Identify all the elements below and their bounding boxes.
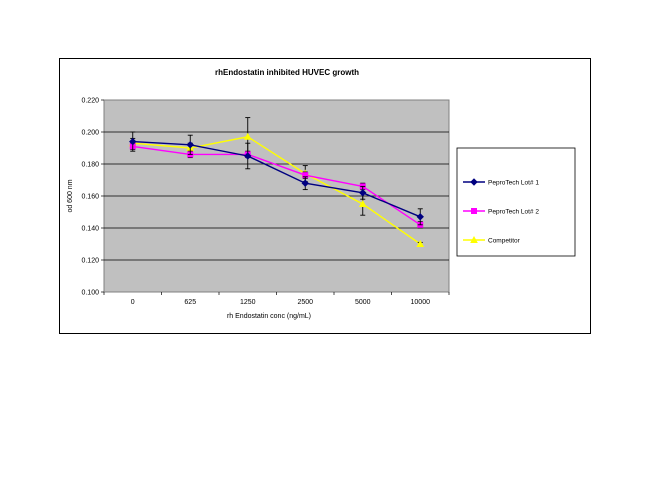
x-axis-label: rh Endostatin conc (ng/mL) [227,313,311,320]
chart-title: rhEndostatin inhibited HUVEC growth [215,68,359,77]
data-point [470,178,478,186]
plot-layer: 0.100 0.120 0.140 0.160 0.180 0.200 0.220 0 625 1… [81,98,450,306]
legend-label: PeproTech Lot# 1 [488,180,539,187]
y-tick-label: 0.120 [81,258,99,265]
x-tick-label: 1250 [240,299,256,306]
series-line [132,140,421,218]
y-tick-label: 0.200 [81,130,99,137]
legend-label: Competitor [488,238,521,245]
data-point [129,137,137,146]
data-point [416,213,424,221]
data-point [358,199,367,207]
legend-box [456,147,576,257]
y-axis-label: od 600 nm [67,179,74,212]
legend-label: PeproTech Lot# 2 [488,209,539,216]
y-tick-label: 0.220 [81,98,99,105]
data-point [301,179,309,187]
x-tick-label: 625 [184,299,196,306]
data-point [471,208,477,214]
y-tick-label: 0.140 [81,226,99,233]
data-point [186,141,194,149]
x-tick-label: 5000 [355,299,371,306]
x-tick-label: 0 [131,299,135,306]
data-point [416,239,425,247]
x-tick-label: 2500 [297,299,313,306]
data-point [470,235,478,243]
y-tick-label: 0.160 [81,194,99,201]
data-point [243,132,252,140]
series-line [132,145,421,226]
data-point [244,152,252,160]
series-line [132,136,421,245]
x-tick-label: 10000 [411,299,431,306]
data-point [359,189,367,197]
y-tick-label: 0.100 [81,290,99,297]
y-tick-label: 0.180 [81,162,99,169]
series-1 [129,131,424,226]
legend: PeproTech Lot# 1 PeproTech Lot# 2 Competit… [456,147,576,257]
